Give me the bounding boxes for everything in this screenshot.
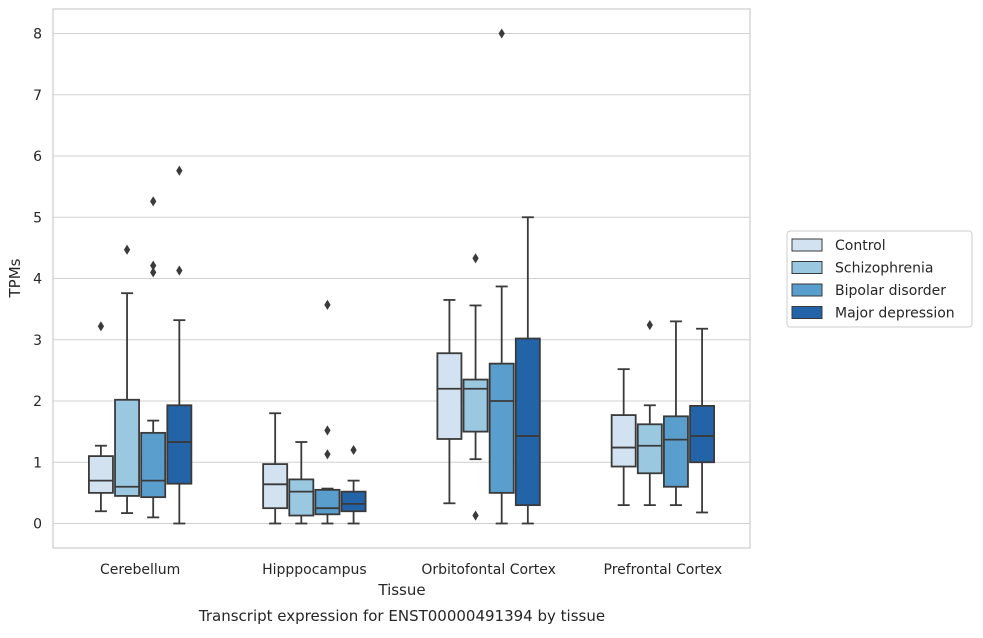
box-0-3 bbox=[166, 165, 193, 525]
box-1-0 bbox=[262, 412, 289, 525]
legend-item-3: Major depression bbox=[791, 306, 955, 322]
outlier-point-2 bbox=[324, 449, 331, 460]
y-tick-label-7: 7 bbox=[33, 88, 42, 104]
outlier-point-0 bbox=[97, 321, 105, 332]
box-iqr bbox=[462, 378, 489, 433]
y-tick-label-0: 0 bbox=[33, 517, 42, 533]
outlier-point-0 bbox=[324, 299, 331, 310]
legend-label: Control bbox=[835, 238, 886, 254]
legend-swatch bbox=[791, 261, 823, 274]
outlier-point-0 bbox=[150, 196, 157, 207]
y-tick-label-5: 5 bbox=[33, 210, 42, 226]
box-2-3 bbox=[514, 216, 541, 525]
legend-swatch bbox=[791, 283, 823, 297]
outlier-point-0 bbox=[350, 444, 357, 456]
y-tick-label-6: 6 bbox=[33, 149, 42, 165]
y-axis-label: TPMs bbox=[6, 258, 24, 298]
box-iqr bbox=[314, 488, 341, 516]
box-0-0 bbox=[87, 321, 114, 513]
box-2-0 bbox=[436, 299, 463, 505]
legend-swatch bbox=[791, 306, 823, 319]
box-iqr bbox=[514, 337, 541, 507]
legend-label: Schizophrenia bbox=[835, 261, 933, 277]
legend-label: Bipolar disorder bbox=[835, 283, 946, 299]
box-0-1 bbox=[114, 244, 140, 514]
outlier-point-1 bbox=[176, 265, 183, 276]
box-iqr bbox=[288, 478, 315, 517]
box-iqr bbox=[610, 414, 637, 468]
legend-item-1: Schizophrenia bbox=[791, 261, 933, 277]
y-tick-label-3: 3 bbox=[33, 333, 42, 349]
legend-item-0: Control bbox=[791, 238, 886, 254]
box-iqr bbox=[340, 490, 367, 513]
box-iqr bbox=[166, 404, 193, 485]
x-tick-label-2: Orbitofontal Cortex bbox=[421, 562, 556, 578]
y-tick-label-1: 1 bbox=[33, 455, 42, 471]
y-tick-label-4: 4 bbox=[33, 272, 42, 288]
box-0-2 bbox=[140, 196, 167, 519]
outlier-point-1 bbox=[150, 260, 157, 271]
legend-label: Major depression bbox=[835, 306, 955, 322]
x-tick-label-0: Cerebellum bbox=[100, 562, 180, 578]
legend-frame bbox=[786, 230, 973, 328]
y-tick-label-2: 2 bbox=[33, 394, 42, 410]
outlier-point-0 bbox=[176, 165, 183, 176]
x-tick-labels: Cerebellum Hipppocampus Orbitofontal Corte… bbox=[100, 562, 722, 578]
outlier-point-0 bbox=[498, 28, 505, 39]
box-iqr bbox=[488, 362, 515, 494]
outlier-point-1 bbox=[472, 510, 479, 521]
box-1-3 bbox=[340, 444, 367, 525]
outlier-point-1 bbox=[324, 425, 331, 436]
chart-caption: Transcript expression for ENST0000049139… bbox=[198, 607, 605, 625]
box-1-1 bbox=[288, 441, 315, 525]
box-iqr bbox=[262, 463, 289, 510]
y-tick-label-8: 8 bbox=[33, 27, 42, 43]
box-iqr bbox=[140, 431, 167, 499]
box-2-1 bbox=[462, 253, 489, 521]
outlier-point-0 bbox=[472, 253, 479, 264]
box-iqr bbox=[689, 404, 716, 464]
box-iqr bbox=[663, 415, 689, 488]
x-tick-label-1: Hipppocampus bbox=[262, 562, 367, 578]
legend: Control Schizophrenia Bipolar disorder Majo… bbox=[786, 230, 973, 328]
legend-swatch bbox=[791, 238, 823, 252]
box-2-2 bbox=[488, 28, 515, 525]
box-3-0 bbox=[610, 368, 637, 507]
outlier-point-0 bbox=[646, 320, 653, 331]
box-iqr bbox=[114, 398, 140, 497]
outlier-point-0 bbox=[123, 244, 131, 255]
box-3-1 bbox=[636, 320, 663, 507]
y-tick-labels: 0 1 2 3 4 5 6 7 8 bbox=[33, 27, 42, 533]
box-iqr bbox=[436, 352, 463, 440]
x-axis-label: Tissue bbox=[377, 581, 425, 599]
box-3-3 bbox=[689, 327, 716, 514]
box-3-2 bbox=[663, 320, 689, 507]
box-1-2 bbox=[314, 299, 341, 525]
outlier-point-2 bbox=[150, 267, 157, 278]
x-tick-label-3: Prefrontal Cortex bbox=[604, 562, 723, 578]
box-layer bbox=[87, 28, 716, 525]
plot-frame bbox=[52, 8, 751, 549]
legend-item-2: Bipolar disorder bbox=[791, 283, 946, 299]
box-iqr bbox=[636, 423, 663, 475]
box-iqr bbox=[87, 455, 114, 494]
